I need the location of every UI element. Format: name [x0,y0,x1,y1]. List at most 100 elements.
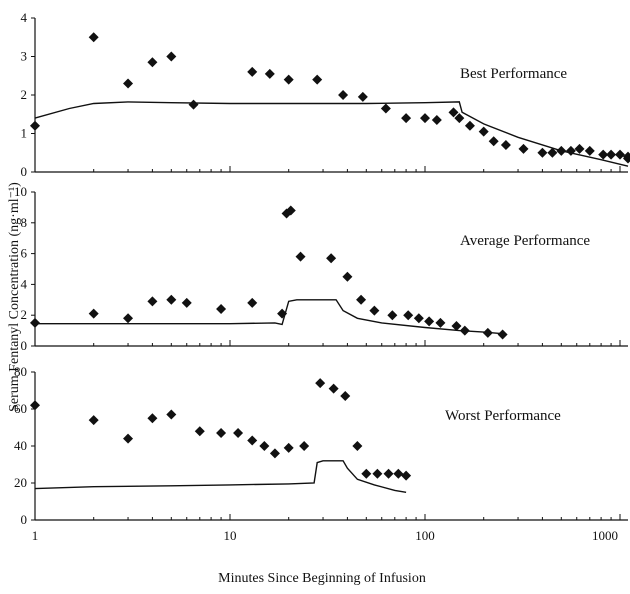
measured-point [584,145,595,156]
measured-point [285,205,296,216]
y-tick-label: 40 [14,438,27,453]
x-axis-title: Minutes Since Beginning of Infusion [218,571,426,586]
measured-point [482,327,493,338]
measured-point [361,468,372,479]
panel-worst-y-ticks: 0 20 40 60 80 [14,364,35,527]
measured-point [565,145,576,156]
measured-point [269,448,280,459]
measured-point [448,107,459,118]
measured-point [598,149,609,160]
measured-point [166,51,177,62]
panel-average: Average Performance 0 2 4 6 8 10 [14,184,628,353]
panel-average-x-ticks [34,340,621,346]
x-tick-label: 1000 [592,528,618,543]
measured-point [342,271,353,282]
measured-point [606,149,617,160]
measured-point [147,296,158,307]
measured-point [216,304,227,315]
measured-point [88,308,99,319]
y-tick-label: 60 [14,401,27,416]
measured-point [431,115,442,126]
measured-point [401,470,412,481]
measured-point [166,294,177,305]
measured-point [147,57,158,68]
panel-best-measured-points [30,32,630,164]
panel-average-y-ticks: 0 2 4 6 8 10 [14,184,35,353]
y-axis-title: Serum Fentanyl Concentration (ng·ml⁻¹) [7,182,22,412]
measured-point [403,310,414,321]
measured-point [454,113,465,124]
measured-point [435,317,446,328]
panel-worst-predicted-line [34,460,407,493]
measured-point [357,91,368,102]
y-tick-label: 6 [21,246,28,261]
measured-point [247,66,258,77]
measured-point [264,68,275,79]
measured-point [188,99,199,110]
measured-point [30,120,40,131]
measured-point [147,413,158,424]
panel-best-title: Best Performance [460,66,567,82]
measured-point [166,409,177,420]
measured-point [383,468,394,479]
measured-point [547,147,558,158]
y-tick-label: 8 [21,215,28,230]
panel-best-y-ticks: 0 1 2 3 4 [21,10,35,179]
measured-point [88,32,99,43]
measured-point [30,400,40,411]
measured-point [312,74,323,85]
measured-point [413,313,424,324]
measured-point [372,468,383,479]
measured-point [500,140,511,151]
measured-point [123,433,134,444]
measured-point [497,329,508,340]
y-tick-label: 0 [21,338,28,353]
measured-point [518,143,529,154]
measured-point [233,428,244,439]
measured-point [283,442,294,453]
measured-point [315,378,326,389]
panel-average-measured-points [30,205,508,340]
measured-point [451,320,462,331]
measured-point [615,149,625,160]
measured-point [247,435,258,446]
measured-point [299,441,310,451]
measured-point [424,316,435,327]
measured-point [369,305,380,316]
measured-point [88,415,99,426]
y-tick-label: 2 [21,307,28,322]
measured-point [123,313,134,324]
measured-point [401,113,412,124]
measured-point [459,325,470,336]
panel-best-x-ticks [34,166,621,172]
measured-point [352,441,363,451]
panel-best: Best Performance 0 1 2 3 4 [21,10,630,179]
measured-point [537,147,548,158]
measured-point [194,426,205,437]
measured-point [30,317,40,328]
measured-point [420,113,430,124]
measured-point [295,251,306,262]
y-tick-label: 0 [21,164,28,179]
measured-point [123,78,134,89]
measured-point [216,428,227,439]
panel-average-predicted-line [35,299,503,335]
y-tick-label: 80 [14,364,27,379]
x-tick-label: 10 [224,528,237,543]
panel-average-title: Average Performance [460,233,590,249]
panel-best-predicted-line [34,101,629,167]
measured-point [277,308,288,319]
measured-point [464,120,475,131]
y-tick-label: 4 [21,276,28,291]
measured-point [356,294,367,305]
measured-point [393,468,404,479]
measured-point [326,253,337,264]
y-tick-label: 1 [21,126,28,141]
measured-point [623,151,630,162]
measured-point [181,297,192,308]
x-tick-label: 100 [415,528,435,543]
measured-point [283,74,294,85]
y-tick-label: 20 [14,475,27,490]
panel-worst-measured-points [30,378,412,481]
